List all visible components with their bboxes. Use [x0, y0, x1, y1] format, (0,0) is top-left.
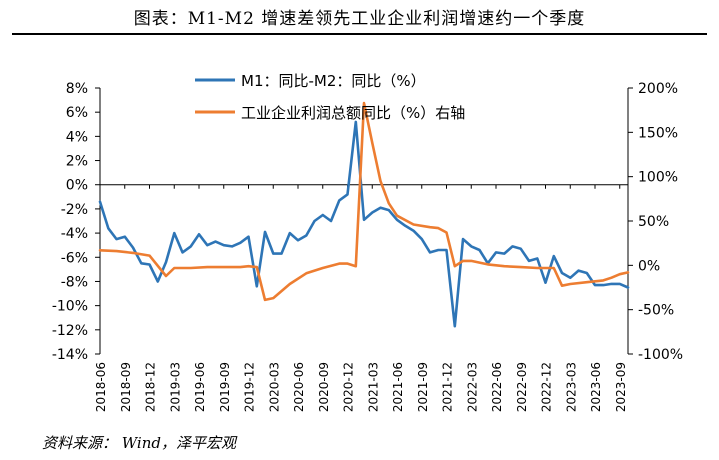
x-tick-label: 2020-03 [267, 362, 281, 412]
x-tick-label: 2019-03 [168, 362, 182, 412]
title-divider [12, 33, 707, 35]
x-tick-label: 2018-12 [144, 362, 158, 412]
x-tick-label: 2020-06 [292, 362, 306, 412]
x-tick-label: 2021-09 [416, 362, 430, 412]
left-y-tick-label: -8% [61, 274, 88, 290]
right-y-tick-label: -100% [638, 347, 683, 363]
series-line-m1-m2 [98, 120, 630, 328]
x-tick-label: 2019-09 [218, 362, 232, 412]
series [98, 101, 630, 328]
x-tick-label: 2023-06 [589, 362, 603, 412]
right-y-tick-label: -50% [638, 303, 674, 319]
chart-title: 图表：M1-M2 增速差领先工业企业利润增速约一个季度 [133, 9, 586, 29]
left-y-tick-label: 6% [66, 105, 88, 121]
right-y-tick-label: 0% [638, 258, 660, 274]
x-tick-label: 2020-09 [317, 362, 331, 412]
left-y-tick-label: 2% [66, 154, 88, 170]
right-y-tick-label: 200% [638, 81, 678, 97]
right-y-tick-label: 150% [638, 125, 678, 141]
left-y-tick-label: 0% [66, 178, 88, 194]
axes: 8% 6% 4% 2% 0% -2% -4% -6% -8% -10% -12% -14% 200% 15… [52, 81, 683, 412]
x-tick-label: 2023-03 [564, 362, 578, 412]
x-tick-label: 2019-12 [243, 362, 257, 412]
left-y-tick-label: -6% [61, 250, 88, 266]
series-line-industrial-profit [98, 101, 630, 302]
x-tick-label: 2018-06 [94, 362, 108, 412]
x-tick-label: 2020-12 [342, 362, 356, 412]
x-tick-label: 2022-09 [515, 362, 529, 412]
left-y-tick-label: 8% [66, 81, 88, 97]
x-tick-label: 2022-12 [540, 362, 554, 412]
legend: M1：同比-M2：同比（%） 工业企业利润总额同比（%）右轴 [195, 72, 465, 122]
x-tick-label: 2022-03 [465, 362, 479, 412]
x-tick-label: 2021-03 [366, 362, 380, 412]
x-tick-label: 2018-09 [119, 362, 133, 412]
x-tick-label: 2023-09 [614, 362, 628, 412]
legend-label: M1：同比-M2：同比（%） [241, 72, 426, 90]
left-y-tick-label: -12% [52, 323, 88, 339]
left-y-tick-label: 4% [66, 129, 88, 145]
left-y-tick-label: -14% [52, 347, 88, 363]
x-tick-label: 2021-06 [391, 362, 405, 412]
right-y-tick-label: 100% [638, 170, 678, 186]
legend-label: 工业企业利润总额同比（%）右轴 [241, 104, 465, 122]
x-tick-label: 2019-06 [193, 362, 207, 412]
x-tick-label: 2021-12 [441, 362, 455, 412]
left-y-tick-label: -10% [52, 299, 88, 315]
left-y-tick-label: -2% [61, 202, 88, 218]
source-note: 资料来源： Wind，泽平宏观 [42, 434, 236, 452]
left-y-tick-label: -4% [61, 226, 88, 242]
x-tick-label: 2022-06 [490, 362, 504, 412]
right-y-tick-label: 50% [638, 214, 669, 230]
